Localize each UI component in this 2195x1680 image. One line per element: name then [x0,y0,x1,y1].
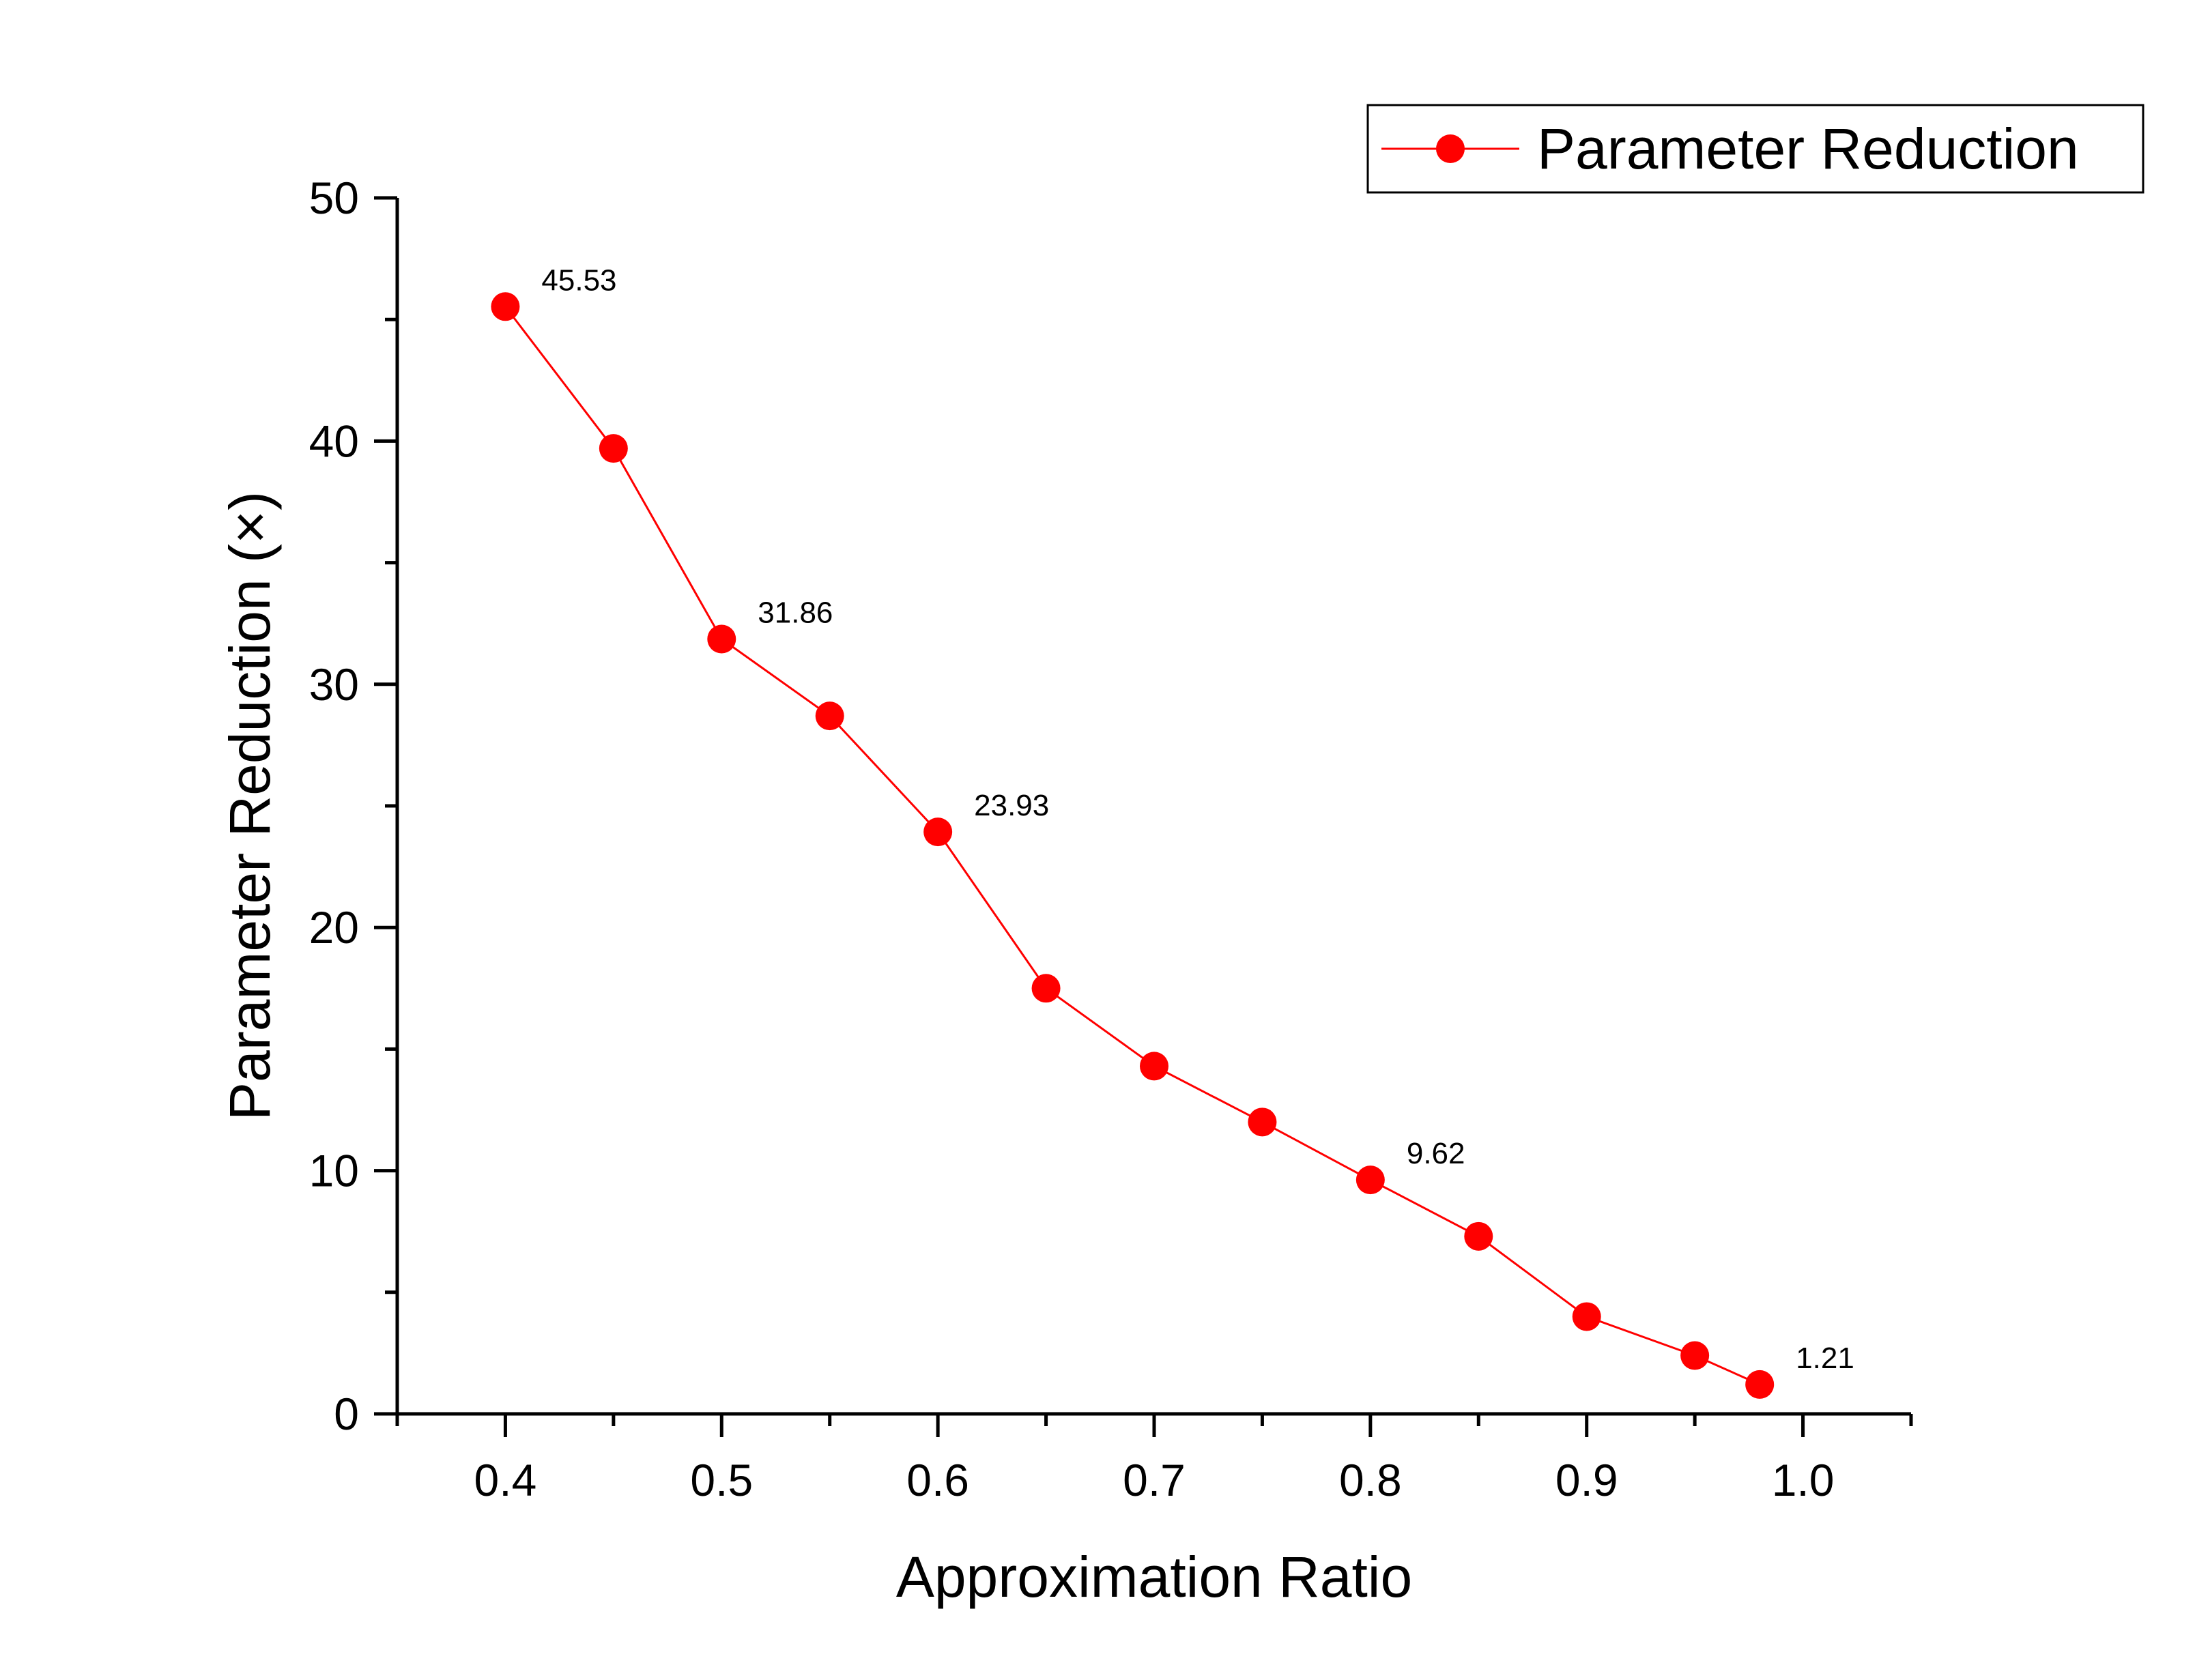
data-label: 23.93 [974,789,1049,822]
data-point [1248,1107,1277,1137]
axes [395,198,1911,1416]
y-ticks: 0 10 20 30 40 50 [309,173,397,1439]
x-ticks: 0.4 0.5 0.6 0.7 0.8 0.9 1.0 [395,1414,1913,1505]
series-line [504,306,1760,1386]
data-point [1355,1165,1385,1195]
x-tick-label: 0.4 [474,1455,537,1505]
data-point [491,292,520,321]
data-point [599,434,628,463]
data-point [1140,1052,1168,1081]
x-tick-label: 0.9 [1555,1455,1618,1505]
data-point [1680,1341,1710,1370]
data-point [1745,1370,1775,1399]
x-tick-label: 1.0 [1772,1455,1835,1505]
legend-label: Parameter Reduction [1537,117,2079,181]
data-point [707,624,736,654]
data-point [1031,974,1061,1003]
x-tick-label: 0.5 [690,1455,753,1505]
y-tick-label: 10 [309,1146,359,1196]
y-tick-label: 20 [309,902,359,953]
x-axis-title: Approximation Ratio [896,1545,1412,1609]
data-labels: 45.53 31.86 23.93 9.62 1.21 [541,263,1854,1375]
data-point [1464,1221,1493,1251]
data-label: 31.86 [758,596,833,630]
y-tick-label: 40 [309,416,359,466]
data-label: 9.62 [1407,1137,1465,1170]
data-label: 45.53 [541,263,616,297]
x-tick-label: 0.6 [906,1455,969,1505]
series-layer [491,292,1775,1399]
legend: Parameter Reduction [1366,104,2144,194]
y-tick-label: 50 [309,173,359,223]
data-label: 1.21 [1796,1342,1854,1375]
legend-point-marker [1436,134,1465,163]
y-axis-title: Parameter Reduction (×) [218,491,282,1120]
data-point [815,701,844,731]
data-point [1572,1302,1601,1331]
y-tick-label: 0 [334,1389,359,1439]
x-tick-label: 0.7 [1123,1455,1186,1505]
data-point [923,817,953,847]
y-tick-label: 30 [309,659,359,710]
x-tick-label: 0.8 [1339,1455,1402,1505]
